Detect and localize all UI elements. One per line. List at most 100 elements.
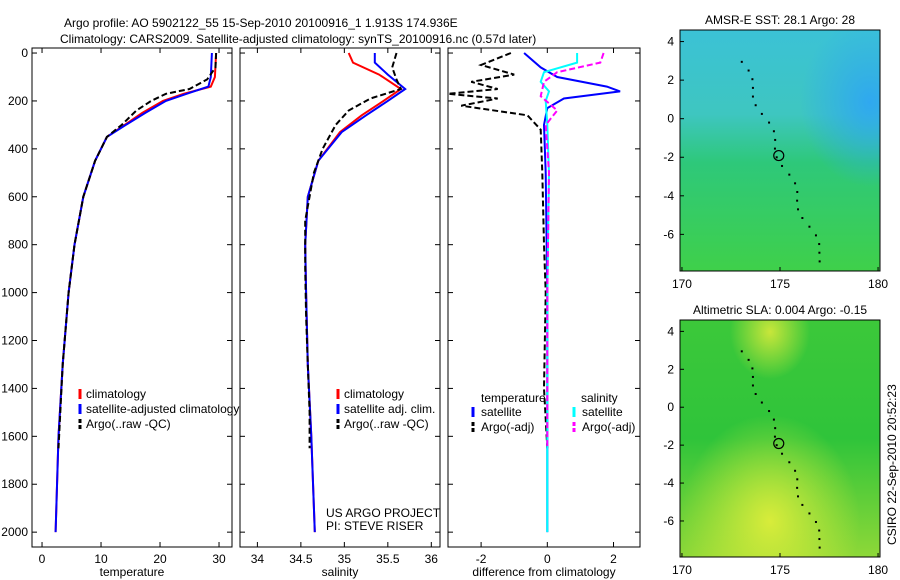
series-line-salinity-satellite (539, 53, 579, 533)
track-point (740, 60, 743, 63)
series-line-temperature-satellite (523, 52, 621, 533)
legend-label: satellite (481, 405, 522, 419)
track-point (781, 164, 784, 167)
series-line-satellite (304, 53, 407, 533)
y-tick-label: 1000 (1, 286, 28, 300)
track-point (751, 86, 754, 89)
track-point (775, 444, 778, 447)
track-point (768, 121, 771, 124)
track-point (754, 104, 757, 107)
track-point (773, 435, 776, 438)
legend-label: satellite adj. clim. (344, 402, 435, 416)
track-point (814, 520, 817, 523)
pi-annotation: PI: STEVE RISER (326, 519, 424, 533)
y-tick-label: 1600 (1, 429, 28, 443)
legend-label: satellite (582, 405, 623, 419)
track-point (751, 78, 754, 81)
track-point (760, 401, 763, 404)
series-line-argo (57, 52, 218, 449)
y-tick-label: -6 (663, 227, 674, 241)
track-point (794, 182, 797, 185)
track-point (797, 495, 800, 498)
figure-title-line2: Climatology: CARS2009. Satellite-adjuste… (60, 32, 536, 46)
track-point (768, 410, 771, 413)
track-point (818, 243, 821, 246)
x-tick-label: 2 (610, 552, 617, 566)
project-annotation: US ARGO PROJECT (326, 506, 441, 520)
track-point (772, 418, 775, 421)
legend-label: climatology (344, 387, 404, 401)
track-point (818, 260, 821, 263)
x-tick-label: 30 (212, 552, 226, 566)
legend-label: Argo(-adj) (481, 420, 534, 434)
plot-frame (239, 47, 441, 548)
y-tick-label: 600 (8, 190, 28, 204)
legend-title-salinity: salinity (581, 391, 618, 405)
legend-label: climatology (86, 387, 146, 401)
track-point (818, 538, 821, 541)
track-point (818, 546, 821, 549)
track-point (774, 138, 777, 141)
track-point (773, 147, 776, 150)
legend-title-temperature: temperature (481, 391, 546, 405)
legend-label: Argo(..raw -QC) (86, 417, 171, 431)
track-point (772, 130, 775, 133)
series-line-satellite (54, 52, 213, 533)
y-tick-label: 2 (667, 362, 674, 376)
track-point (751, 375, 754, 378)
y-tick-label: -2 (663, 438, 674, 452)
plot-frame (447, 47, 641, 548)
track-point (796, 486, 799, 489)
x-tick-label: 34 (251, 552, 265, 566)
track-point (794, 469, 797, 472)
x-tick-label: 36 (425, 552, 439, 566)
x-tick-label: 0 (39, 552, 46, 566)
x-tick-label: 34.5 (289, 552, 313, 566)
track-point (751, 95, 754, 98)
y-tick-label: -4 (663, 189, 674, 203)
x-axis-label: salinity (322, 565, 359, 579)
track-point (801, 217, 804, 220)
track-point (754, 392, 757, 395)
series-line-salinity-argo-adj- (539, 52, 605, 449)
track-point (788, 461, 791, 464)
y-tick-label: 4 (667, 324, 674, 338)
series-line-climatology (54, 52, 218, 533)
track-point (740, 350, 743, 353)
side-credit-label: CSIRO 22-Sep-2010 20:52:23 (885, 384, 899, 545)
y-tick-label: -4 (663, 476, 674, 490)
x-tick-label: -2 (476, 552, 487, 566)
track-point (796, 478, 799, 481)
x-axis-label: temperature (100, 565, 165, 579)
x-tick-label: 0 (544, 552, 551, 566)
y-tick-label: 1800 (1, 477, 28, 491)
track-point (818, 529, 821, 532)
legend-label: Argo(..raw -QC) (344, 417, 429, 431)
track-point (781, 452, 784, 455)
x-tick-label: 175 (770, 277, 790, 291)
track-point (760, 112, 763, 115)
x-tick-label: 180 (868, 277, 888, 291)
plot-frame (31, 47, 233, 548)
track-point (788, 173, 791, 176)
track-point (796, 190, 799, 193)
x-tick-label: 35.5 (376, 552, 400, 566)
track-point (808, 225, 811, 228)
x-tick-label: 180 (868, 563, 888, 577)
y-tick-label: 0 (21, 46, 28, 60)
track-point (808, 512, 811, 515)
track-point (775, 156, 778, 159)
y-tick-label: 200 (8, 94, 28, 108)
track-point (751, 384, 754, 387)
series-line-argo (304, 52, 403, 449)
x-tick-label: 10 (94, 552, 108, 566)
track-point (797, 208, 800, 211)
profile-location-marker (773, 437, 785, 450)
y-tick-label: 800 (8, 238, 28, 252)
map-title: Altimetric SLA: 0.004 Argo: -0.15 (693, 303, 867, 317)
profile-panel-1: 0 10 20 30 0 200 400 600 800 1000 1200 1400 1600 1800… (1, 46, 239, 579)
y-tick-label: 400 (8, 142, 28, 156)
